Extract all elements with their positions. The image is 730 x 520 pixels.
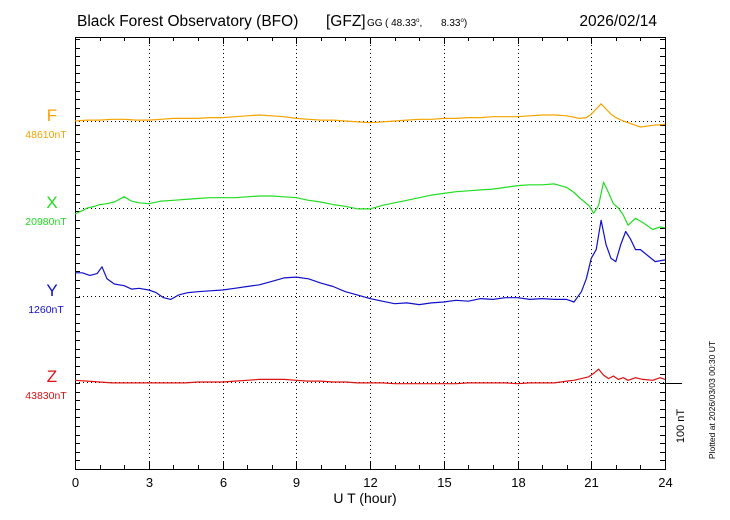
series-lines: [74, 103, 666, 385]
station-lat: ( 48.33o,: [385, 18, 422, 29]
x-tick-label: 15: [437, 475, 451, 490]
chart-date: 2026/02/14: [579, 13, 657, 30]
scale-bar: 100 nT: [665, 383, 687, 470]
series-labels: F 48610nT X 20980nT Y 1260nT Z 43830nT: [25, 106, 67, 402]
series-line-y: [75, 219, 666, 306]
x-tick-label: 6: [220, 475, 227, 490]
series-line-x: [74, 181, 666, 231]
x-axis-label: U T (hour): [333, 490, 396, 506]
series-line-z: [74, 368, 666, 385]
plot-timestamp: Plotted at 2026/03/03 00:30 UT: [707, 341, 717, 459]
chart-title: Black Forest Observatory (BFO): [77, 13, 298, 30]
series-name-x: X: [46, 193, 57, 212]
series-name-z: Z: [47, 367, 57, 386]
series-line-f: [74, 103, 666, 128]
coord-prefix: GG: [367, 18, 383, 29]
x-tick-label: 0: [72, 475, 79, 490]
x-axis: 0 3 6 9 12 15 18 21 24: [72, 37, 673, 490]
source-tag: [GFZ]: [326, 13, 366, 30]
x-tick-label: 12: [363, 475, 377, 490]
grid-lines: [149, 37, 592, 469]
frame-ticks: [75, 39, 665, 470]
x-tick-label: 21: [584, 475, 598, 490]
series-baseline-x: 20980nT: [25, 216, 67, 228]
series-name-f: F: [47, 106, 57, 125]
station-lon: 8.33o): [441, 18, 467, 29]
x-tick-label: 24: [658, 475, 672, 490]
x-tick-label: 3: [146, 475, 153, 490]
series-name-y: Y: [46, 281, 57, 300]
x-tick-label: 18: [511, 475, 525, 490]
series-baseline-y: 1260nT: [28, 304, 64, 316]
series-baseline-f: 48610nT: [25, 129, 67, 141]
scale-bar-label: 100 nT: [675, 409, 687, 444]
x-tick-label: 9: [293, 475, 300, 490]
series-baseline-z: 43830nT: [25, 390, 67, 402]
